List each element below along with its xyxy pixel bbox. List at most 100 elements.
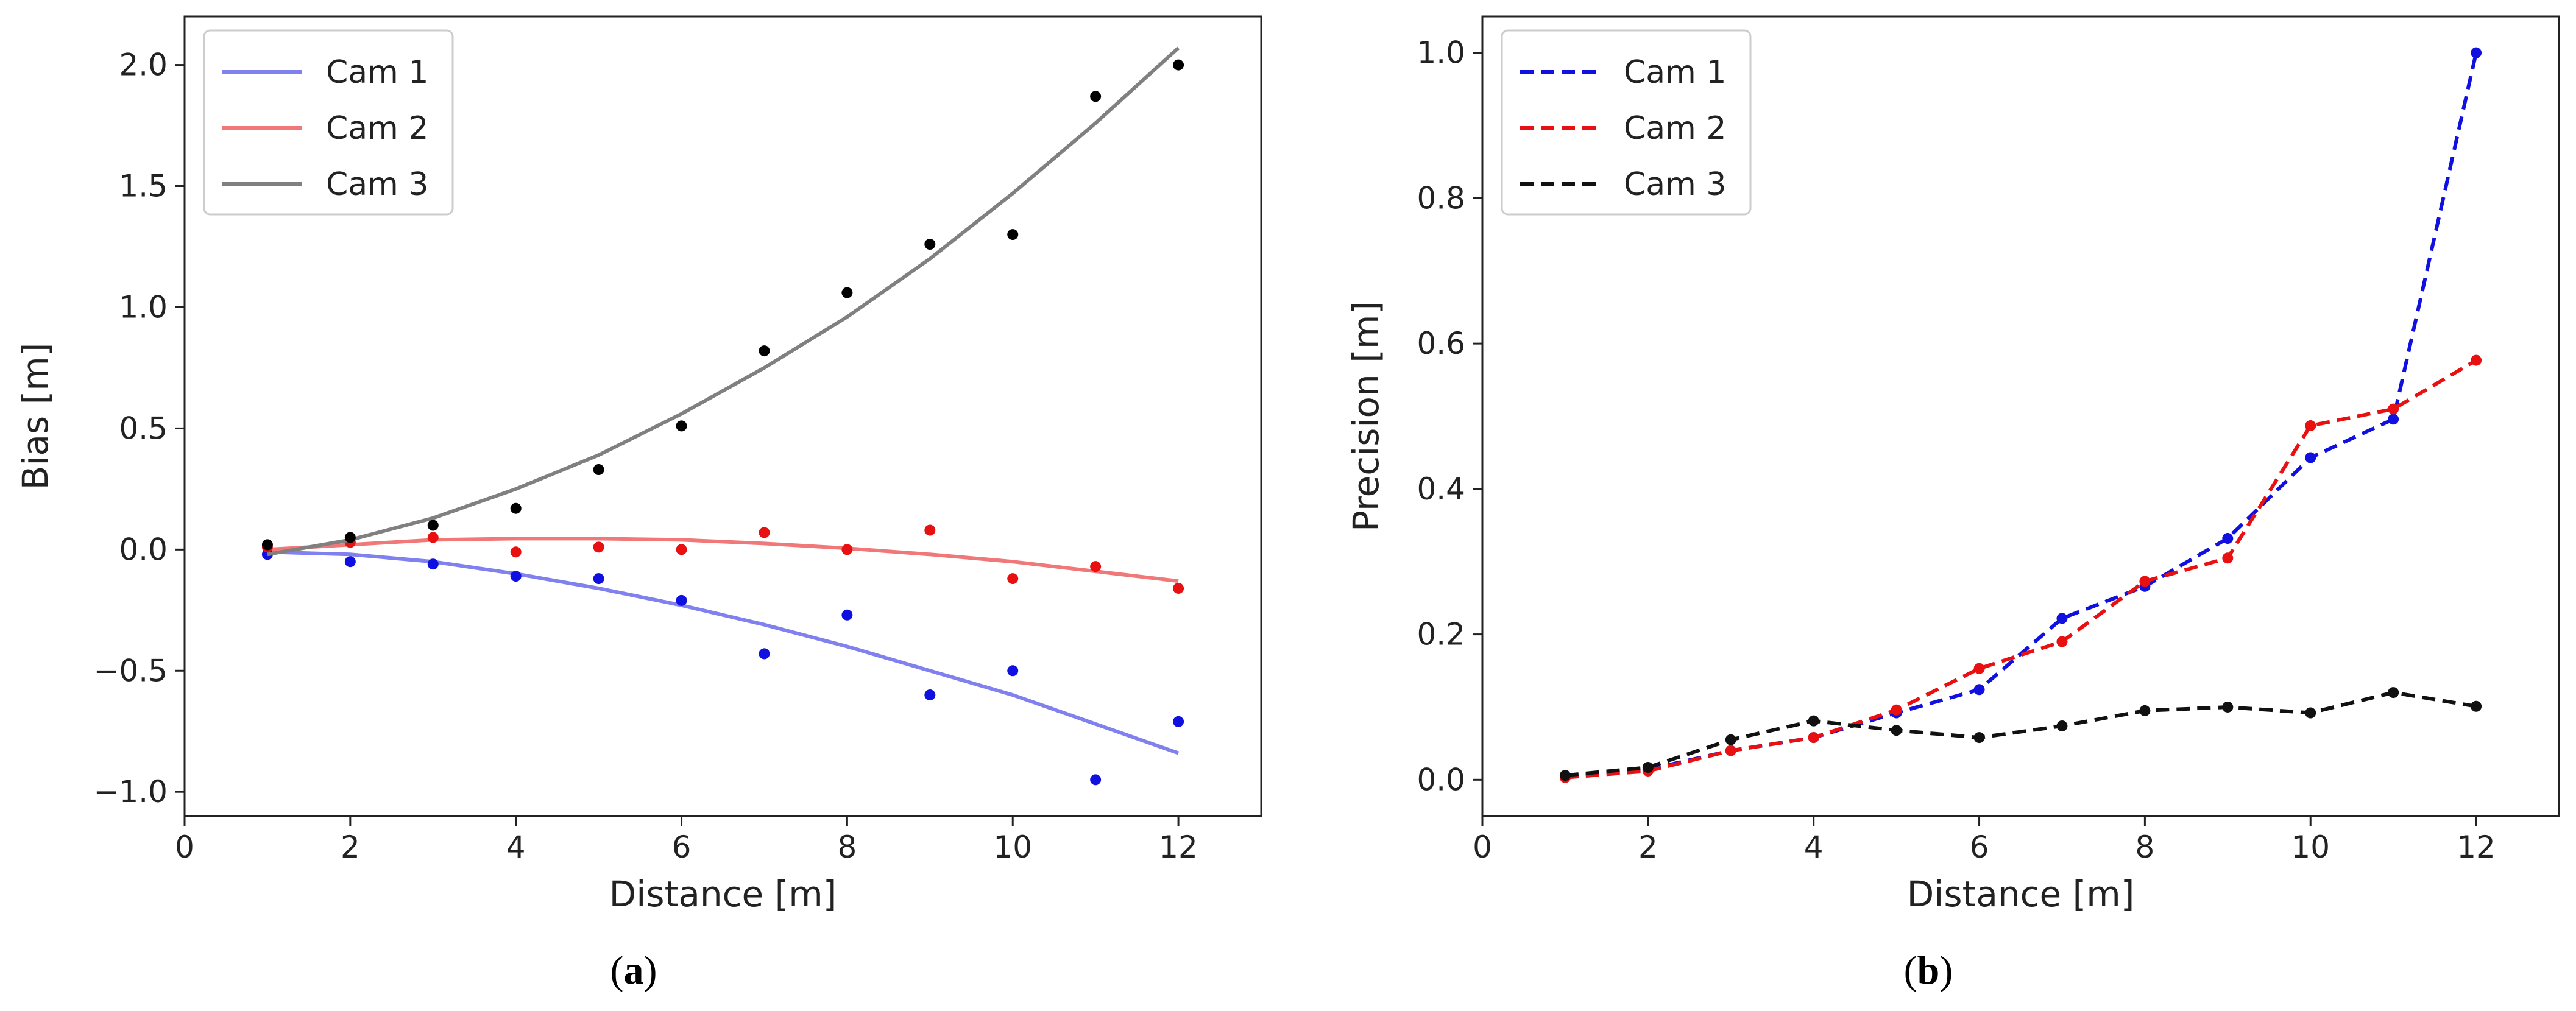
- data-point-cam-2: [2471, 354, 2482, 366]
- data-point-cam-1: [2388, 414, 2399, 425]
- data-point-cam-2: [1808, 732, 1819, 744]
- legend-box: [203, 29, 454, 216]
- panel-caption: (b): [1904, 948, 1953, 993]
- x-tick-label: 6: [672, 830, 692, 865]
- data-point-cam-3: [2471, 700, 2482, 712]
- data-point-cam-3: [1173, 59, 1184, 71]
- data-point-cam-3: [510, 502, 522, 514]
- caption-close: ): [644, 948, 657, 993]
- x-tick-label: 2: [341, 830, 360, 865]
- data-point-cam-1: [2056, 613, 2068, 624]
- x-axis-label: Distance [m]: [1907, 873, 2135, 915]
- y-tick-label: −1.0: [94, 774, 168, 809]
- data-point-cam-2: [924, 524, 936, 536]
- x-tick-label: 0: [175, 830, 194, 865]
- data-point-cam-3: [2305, 707, 2316, 719]
- fit-line-cam-1: [267, 550, 1180, 755]
- caption-open: (: [1904, 948, 1917, 993]
- data-point-cam-2: [1973, 663, 1985, 674]
- data-point-cam-2: [2388, 403, 2399, 415]
- data-point-cam-2: [1007, 573, 1019, 585]
- data-point-cam-2: [676, 544, 687, 555]
- fit-line-cam-3: [267, 46, 1180, 557]
- y-axis-label: Bias [m]: [15, 343, 56, 490]
- data-point-cam-1: [924, 689, 936, 701]
- caption-close: ): [1939, 948, 1953, 993]
- data-point-cam-3: [1725, 734, 1736, 745]
- legend-label: Cam 3: [326, 166, 428, 203]
- x-axis-label: Distance [m]: [609, 873, 837, 915]
- data-point-cam-2: [759, 527, 770, 538]
- x-tick-label: 10: [2291, 830, 2330, 865]
- data-point-cam-1: [344, 556, 356, 568]
- data-point-cam-2: [2139, 576, 2151, 587]
- panel-caption: (a): [610, 948, 657, 993]
- data-point-cam-3: [1090, 91, 1102, 102]
- data-point-cam-3: [1973, 732, 1985, 744]
- data-point-cam-2: [1891, 704, 1902, 716]
- plot-frame: [1481, 15, 2560, 817]
- data-point-cam-2: [2222, 552, 2234, 564]
- y-tick-label: 0.0: [1417, 762, 1465, 797]
- legend-label: Cam 2: [326, 110, 428, 147]
- series-line-cam-3: [1565, 691, 2477, 778]
- fit-line-cam-2: [267, 537, 1179, 583]
- data-point-cam-3: [2056, 720, 2068, 731]
- y-tick-label: 2.0: [119, 48, 168, 83]
- data-point-cam-1: [1173, 716, 1184, 727]
- y-tick-label: 0.5: [119, 410, 168, 446]
- plot-frame: [183, 15, 1262, 817]
- data-point-cam-2: [510, 546, 522, 558]
- data-point-cam-1: [593, 573, 604, 585]
- series-line-cam-2: [1565, 359, 2477, 780]
- y-tick-label: −0.5: [94, 653, 168, 688]
- data-point-cam-2: [1090, 561, 1102, 572]
- x-tick-label: 12: [1159, 830, 1198, 865]
- data-point-cam-3: [427, 520, 439, 531]
- data-point-cam-3: [676, 420, 687, 432]
- data-point-cam-1: [759, 648, 770, 660]
- data-point-cam-2: [593, 541, 604, 553]
- data-point-cam-2: [1725, 745, 1736, 756]
- legend: Cam 1 Cam 2 Cam 3: [1501, 29, 1752, 216]
- data-point-cam-1: [1973, 684, 1985, 696]
- data-point-cam-3: [344, 532, 356, 543]
- legend-label: Cam 1: [1624, 54, 1726, 91]
- x-tick-label: 12: [2457, 830, 2496, 865]
- x-tick-label: 8: [2135, 830, 2154, 865]
- data-point-cam-3: [1808, 715, 1819, 727]
- data-point-cam-1: [2222, 533, 2234, 544]
- data-point-cam-3: [2222, 701, 2234, 713]
- y-tick-label: 0.0: [119, 532, 168, 567]
- data-point-cam-2: [1173, 582, 1184, 594]
- y-tick-label: 0.8: [1417, 180, 1465, 216]
- data-point-cam-3: [841, 287, 853, 298]
- data-point-cam-3: [261, 539, 273, 551]
- data-point-cam-3: [1007, 229, 1019, 241]
- legend-label: Cam 1: [326, 54, 428, 91]
- data-point-cam-2: [841, 544, 853, 555]
- x-tick-label: 6: [1970, 830, 1989, 865]
- x-tick-label: 10: [993, 830, 1032, 865]
- caption-letter: b: [1917, 948, 1940, 993]
- x-tick-label: 2: [1638, 830, 1658, 865]
- data-point-cam-1: [2471, 47, 2482, 58]
- legend-label: Cam 3: [1624, 166, 1726, 203]
- data-point-cam-1: [1007, 665, 1019, 677]
- legend: Cam 1 Cam 2 Cam 3: [203, 29, 454, 216]
- x-tick-label: 4: [506, 830, 526, 865]
- data-point-cam-1: [841, 609, 853, 621]
- y-tick-label: 1.0: [119, 289, 168, 325]
- y-tick-label: 0.6: [1417, 326, 1465, 361]
- data-point-cam-1: [676, 594, 687, 606]
- y-tick-label: 0.2: [1417, 617, 1465, 652]
- data-point-cam-3: [2139, 705, 2151, 716]
- caption-letter: a: [624, 948, 644, 993]
- data-point-cam-2: [2056, 636, 2068, 647]
- y-tick-label: 1.0: [1417, 35, 1465, 71]
- data-point-cam-3: [1642, 762, 1654, 773]
- data-point-cam-3: [924, 239, 936, 250]
- data-point-cam-3: [1891, 725, 1902, 736]
